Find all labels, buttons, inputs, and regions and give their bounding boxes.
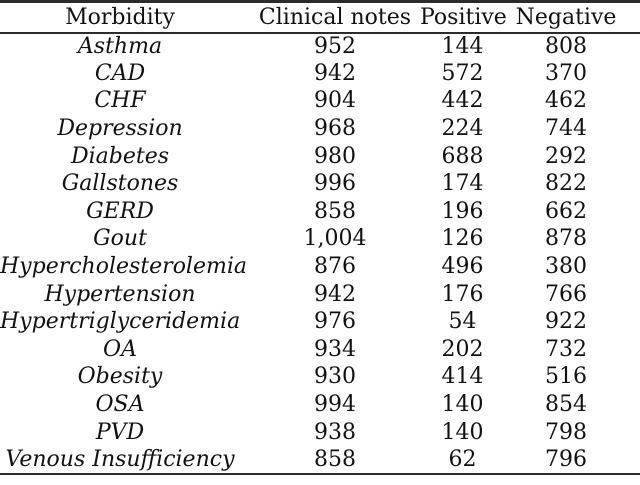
table-row: Hypertriglyceridemia 976 54 922 bbox=[0, 308, 640, 336]
count-cell: 942 bbox=[314, 281, 356, 307]
morbidity-cell: PVD bbox=[95, 419, 145, 445]
count-cell: 1,004 bbox=[303, 226, 367, 252]
count-cell: 732 bbox=[545, 336, 587, 362]
count-cell: 126 bbox=[441, 226, 484, 252]
morbidity-cell: CAD bbox=[94, 60, 146, 86]
column-header-clinical-notes: Clinical notes bbox=[258, 4, 412, 30]
table-row: CHF 904 442 462 bbox=[0, 88, 640, 116]
table-row: Asthma 952 144 808 bbox=[0, 33, 640, 61]
count-cell: 854 bbox=[545, 392, 587, 418]
table-row: Gallstones 996 174 822 bbox=[0, 170, 640, 198]
count-cell: 140 bbox=[441, 419, 484, 445]
count-cell: 980 bbox=[314, 143, 356, 169]
count-cell: 688 bbox=[441, 143, 484, 169]
count-cell: 196 bbox=[441, 198, 484, 224]
morbidity-cell: Gallstones bbox=[61, 171, 179, 197]
count-cell: 202 bbox=[441, 336, 484, 362]
count-cell: 442 bbox=[441, 88, 484, 114]
count-cell: 938 bbox=[314, 419, 356, 445]
count-cell: 878 bbox=[545, 226, 587, 252]
count-cell: 496 bbox=[441, 254, 484, 280]
count-cell: 766 bbox=[545, 281, 587, 307]
table-row: PVD 938 140 798 bbox=[0, 419, 640, 447]
table-row: GERD 858 196 662 bbox=[0, 198, 640, 226]
morbidity-cell: Venous Insufficiency bbox=[5, 446, 235, 472]
count-cell: 822 bbox=[545, 171, 587, 197]
count-cell: 174 bbox=[441, 171, 484, 197]
table-row: Hypercholesterolemia 876 496 380 bbox=[0, 253, 640, 281]
morbidity-cell: OSA bbox=[95, 392, 145, 418]
column-header-positive: Positive bbox=[420, 4, 507, 30]
count-cell: 62 bbox=[448, 446, 477, 472]
count-cell: 292 bbox=[545, 143, 587, 169]
count-cell: 144 bbox=[441, 33, 484, 59]
morbidity-cell: OA bbox=[103, 336, 137, 362]
count-cell: 140 bbox=[441, 392, 484, 418]
count-cell: 54 bbox=[448, 309, 477, 335]
count-cell: 370 bbox=[545, 60, 587, 86]
table-row: OA 934 202 732 bbox=[0, 336, 640, 364]
count-cell: 744 bbox=[545, 116, 587, 142]
count-cell: 516 bbox=[545, 364, 587, 390]
table-header: Morbidity Clinical notes Positive Negati… bbox=[0, 2, 640, 33]
count-cell: 904 bbox=[314, 88, 356, 114]
count-cell: 934 bbox=[314, 336, 356, 362]
table-body: Asthma 952 144 808 CAD 942 572 370 CHF 904 442 462 D… bbox=[0, 33, 640, 475]
morbidity-cell: Hypertension bbox=[44, 281, 196, 307]
morbidity-cell: Diabetes bbox=[70, 143, 170, 169]
morbidity-cell: GERD bbox=[86, 198, 154, 224]
table-header-row: Morbidity Clinical notes Positive Negati… bbox=[0, 2, 640, 33]
table-row: Hypertension 942 176 766 bbox=[0, 281, 640, 309]
table-row: Depression 968 224 744 bbox=[0, 115, 640, 143]
morbidity-cell: CHF bbox=[94, 88, 146, 114]
count-cell: 572 bbox=[441, 60, 484, 86]
count-cell: 994 bbox=[314, 392, 356, 418]
table-row: OSA 994 140 854 bbox=[0, 391, 640, 419]
morbidity-cell: Hypercholesterolemia bbox=[0, 254, 248, 280]
count-cell: 858 bbox=[314, 446, 356, 472]
count-cell: 176 bbox=[441, 281, 484, 307]
table-row: Obesity 930 414 516 bbox=[0, 364, 640, 392]
table-row: Venous Insufficiency 858 62 796 bbox=[0, 446, 640, 474]
morbidity-counts-table: Morbidity Clinical notes Positive Negati… bbox=[0, 0, 640, 475]
morbidity-cell: Gout bbox=[93, 226, 147, 252]
morbidity-cell: Hypertriglyceridemia bbox=[0, 309, 241, 335]
count-cell: 922 bbox=[545, 309, 587, 335]
count-cell: 224 bbox=[441, 116, 484, 142]
column-header-morbidity: Morbidity bbox=[65, 4, 175, 30]
table-row: Diabetes 980 688 292 bbox=[0, 143, 640, 171]
count-cell: 996 bbox=[314, 171, 356, 197]
count-cell: 798 bbox=[545, 419, 587, 445]
morbidity-cell: Obesity bbox=[77, 364, 163, 390]
morbidity-cell: Depression bbox=[57, 116, 183, 142]
table-row: CAD 942 572 370 bbox=[0, 60, 640, 88]
count-cell: 968 bbox=[314, 116, 356, 142]
count-cell: 952 bbox=[314, 33, 356, 59]
count-cell: 930 bbox=[314, 364, 356, 390]
count-cell: 380 bbox=[545, 254, 587, 280]
table-row: Gout 1,004 126 878 bbox=[0, 226, 640, 254]
count-cell: 876 bbox=[314, 254, 356, 280]
count-cell: 662 bbox=[545, 198, 587, 224]
count-cell: 858 bbox=[314, 198, 356, 224]
count-cell: 462 bbox=[545, 88, 587, 114]
morbidity-cell: Asthma bbox=[77, 33, 163, 59]
count-cell: 942 bbox=[314, 60, 356, 86]
count-cell: 796 bbox=[545, 446, 587, 472]
column-header-negative: Negative bbox=[515, 4, 617, 30]
count-cell: 808 bbox=[545, 33, 587, 59]
count-cell: 976 bbox=[314, 309, 356, 335]
count-cell: 414 bbox=[441, 364, 484, 390]
